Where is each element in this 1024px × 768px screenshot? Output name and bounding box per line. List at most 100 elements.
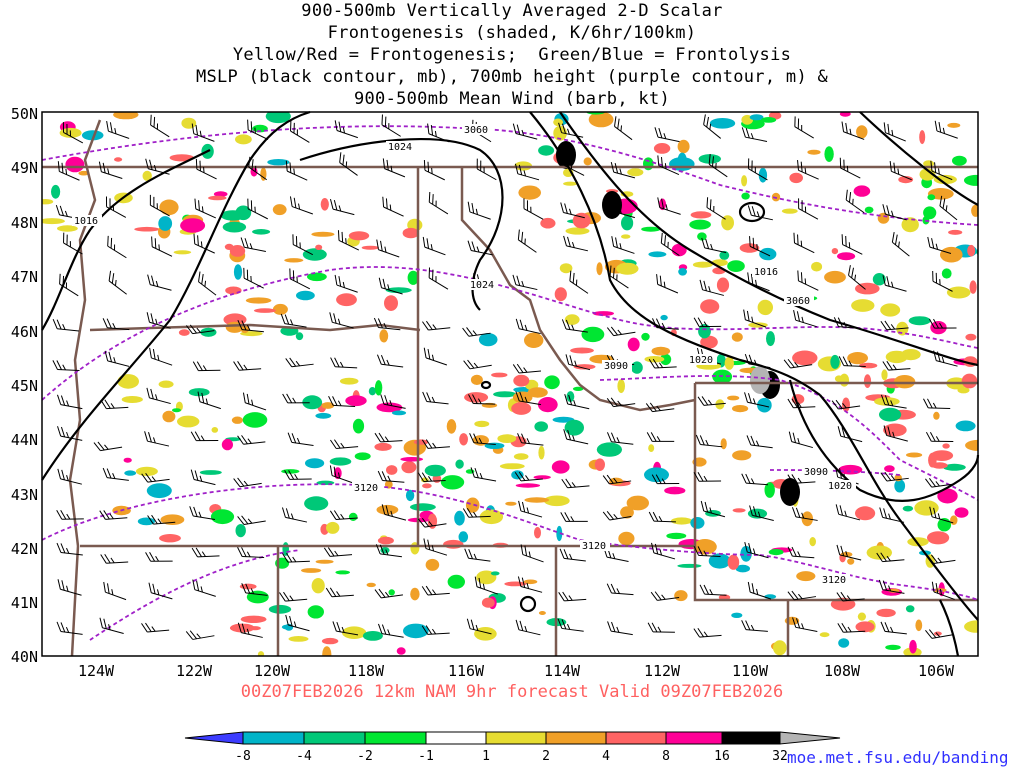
shading-blob — [678, 268, 687, 276]
mslp-label: 1020 — [689, 355, 713, 366]
shading-blob — [304, 496, 329, 511]
shading-blob — [617, 379, 625, 394]
shading-blob — [311, 578, 325, 594]
shading-blob — [943, 463, 966, 471]
shading-blob — [919, 168, 936, 181]
shading-blob — [967, 244, 976, 257]
shading-blob — [809, 537, 816, 547]
shading-blob — [307, 272, 327, 282]
title-line-4: MSLP (black contour, mb), 700mb height (… — [195, 67, 829, 87]
shading-blob — [65, 156, 85, 173]
shading-blob — [564, 314, 580, 325]
shading-blob — [740, 545, 752, 562]
shading-blob — [759, 247, 777, 261]
shading-blob — [354, 452, 371, 461]
shading-blob — [272, 204, 287, 216]
shading-blob — [907, 537, 929, 547]
shading-blob — [374, 380, 383, 396]
shading-blob — [909, 639, 917, 654]
colorbar-label: 2 — [542, 749, 550, 764]
colorbar-swatch — [242, 731, 305, 745]
shading-blob — [839, 112, 851, 117]
shading-blob — [934, 631, 942, 636]
shading-blob — [747, 508, 768, 519]
shading-blob — [906, 452, 923, 458]
lon-label: 122W — [176, 662, 213, 680]
shading-blob — [326, 521, 340, 534]
shading-blob — [941, 268, 952, 279]
shading-blob — [422, 483, 432, 489]
shading-blob — [240, 615, 267, 623]
mslp-contours — [41, 110, 980, 657]
shading-blob — [413, 439, 429, 445]
mslp-label: 1016 — [754, 267, 778, 278]
shading-blob — [727, 554, 740, 570]
shading-blob — [172, 408, 181, 413]
shading-blob — [948, 229, 963, 235]
map-frame — [41, 111, 979, 657]
shading-blob — [396, 647, 406, 655]
contour-labels: 1024 1024 1016 1016 1020 1020 3060 3060 … — [72, 124, 856, 586]
shading-blob — [518, 185, 541, 200]
shading-blob — [581, 326, 605, 343]
shading-blob — [594, 458, 606, 472]
shading-blob — [200, 327, 217, 337]
shading-blob — [898, 176, 914, 184]
shading-blob — [242, 412, 268, 428]
shading-blob — [884, 465, 895, 473]
shading-blob — [773, 640, 787, 656]
shading-blob — [513, 453, 529, 460]
shading-blob — [876, 608, 896, 618]
shading-blob — [553, 125, 567, 141]
shading-blob — [424, 464, 446, 477]
shading-blob — [465, 497, 480, 513]
shading-blob — [137, 517, 155, 526]
credit-link[interactable]: moe.met.fsu.edu/banding — [787, 748, 1009, 767]
shading-blob — [927, 531, 950, 545]
shading-blob — [384, 295, 398, 311]
shading-blob — [768, 549, 784, 556]
title-line-1: 900-500mb Vertically Averaged 2-D Scalar — [301, 1, 723, 21]
shading-blob — [446, 419, 457, 434]
shading-blob — [474, 627, 497, 641]
shading-blob — [135, 466, 158, 476]
shading-blob — [894, 479, 906, 493]
shading-blob — [368, 387, 376, 396]
mslp-label: 1016 — [74, 216, 98, 227]
shading-blob — [158, 380, 174, 388]
shading-blob — [410, 503, 436, 511]
shading-blob — [664, 486, 686, 495]
lat-label: 50N — [11, 105, 38, 123]
shading-blob — [824, 146, 834, 163]
colorbar-swatch — [364, 731, 427, 745]
shading-blob — [499, 463, 525, 470]
shading-blob — [544, 375, 560, 390]
colorbar-label: -4 — [296, 749, 312, 764]
shading-blob — [348, 231, 370, 241]
shading-blob — [588, 112, 614, 128]
shading-blob — [893, 375, 916, 389]
shading-blob — [674, 590, 688, 602]
shading-blob — [223, 313, 247, 326]
height-label: 3120 — [354, 483, 378, 494]
shading-blob — [302, 248, 327, 261]
shading-blob — [362, 631, 383, 641]
shading-blob — [553, 118, 563, 127]
shading-blob — [474, 420, 490, 428]
shading-blob — [573, 364, 596, 370]
shading-blob — [954, 507, 969, 518]
shading-blob — [440, 475, 465, 490]
shading-blob — [527, 387, 548, 398]
colorbar-swatch — [779, 731, 841, 745]
shading-blob — [455, 459, 464, 469]
shading-blob — [523, 579, 538, 585]
shading-blob — [159, 534, 181, 543]
shading-blob — [124, 470, 137, 476]
shading-blob — [235, 134, 252, 145]
shading-blob — [955, 420, 976, 432]
shading-blob — [142, 170, 152, 181]
shading-blob — [401, 461, 417, 474]
shading-blob — [570, 347, 594, 354]
shading-blob — [249, 626, 261, 631]
